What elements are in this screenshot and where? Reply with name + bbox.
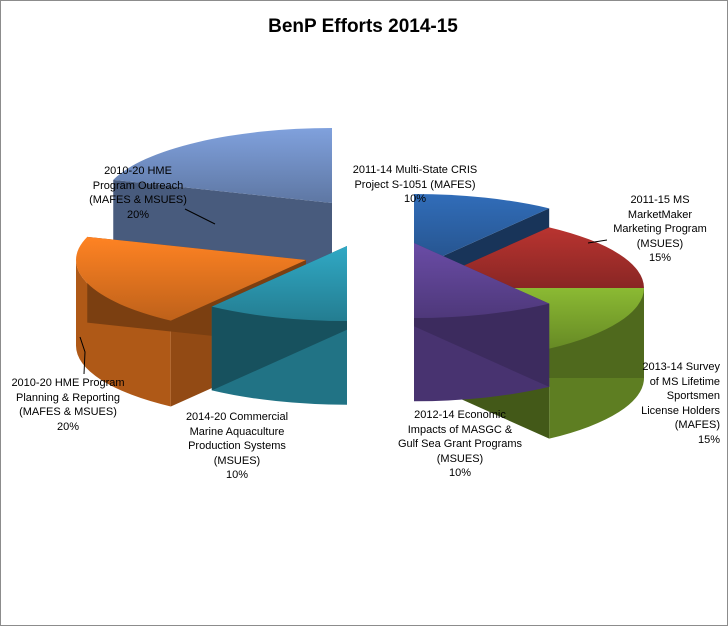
pie-slice-top-3 bbox=[414, 243, 550, 318]
pie-slice-4 bbox=[211, 246, 347, 405]
slice-percent-2: 15% bbox=[697, 433, 720, 446]
slice-percent-4: 10% bbox=[225, 469, 249, 481]
pie-slice-top-5 bbox=[75, 236, 306, 321]
slice-label-3: 2012-14 Economic Impacts of MASGC & Gulf… bbox=[380, 408, 540, 481]
slice-label-5: 2010-20 HME Program Planning & Reporting… bbox=[4, 376, 132, 434]
slice-label-2: 2013-14 Survey of MS Lifetime Sportsmen … bbox=[610, 360, 720, 447]
pie-slice-top-4 bbox=[211, 246, 347, 321]
pie-slice-5 bbox=[75, 236, 306, 407]
chart-title: BenP Efforts 2014-15 bbox=[268, 16, 458, 37]
slice-percent-5: 20% bbox=[56, 420, 80, 433]
slice-percent-6: 20% bbox=[126, 208, 150, 221]
slice-label-4: 2014-20 Commercial Marine Aquaculture Pr… bbox=[170, 410, 304, 483]
pie-slice-top-6 bbox=[113, 128, 332, 203]
slice-percent-1: 15% bbox=[648, 252, 672, 264]
slice-percent-3: 10% bbox=[448, 467, 472, 479]
leader-line-6 bbox=[184, 208, 216, 225]
slice-label-1: 2011-15 MS MarketMaker Marketing Program… bbox=[600, 193, 720, 266]
slice-label-0: 2011-14 Multi-State CRIS Project S-1051 … bbox=[345, 163, 485, 207]
leader-line-1 bbox=[587, 239, 608, 244]
leader-line-5 bbox=[79, 336, 86, 375]
slice-percent-0: 10% bbox=[403, 193, 427, 205]
pie-slice-top-0 bbox=[414, 194, 550, 269]
slice-label-6: 2010-20 HME Program Outreach (MAFES & MS… bbox=[78, 164, 198, 222]
pie-slice-3 bbox=[414, 243, 550, 402]
